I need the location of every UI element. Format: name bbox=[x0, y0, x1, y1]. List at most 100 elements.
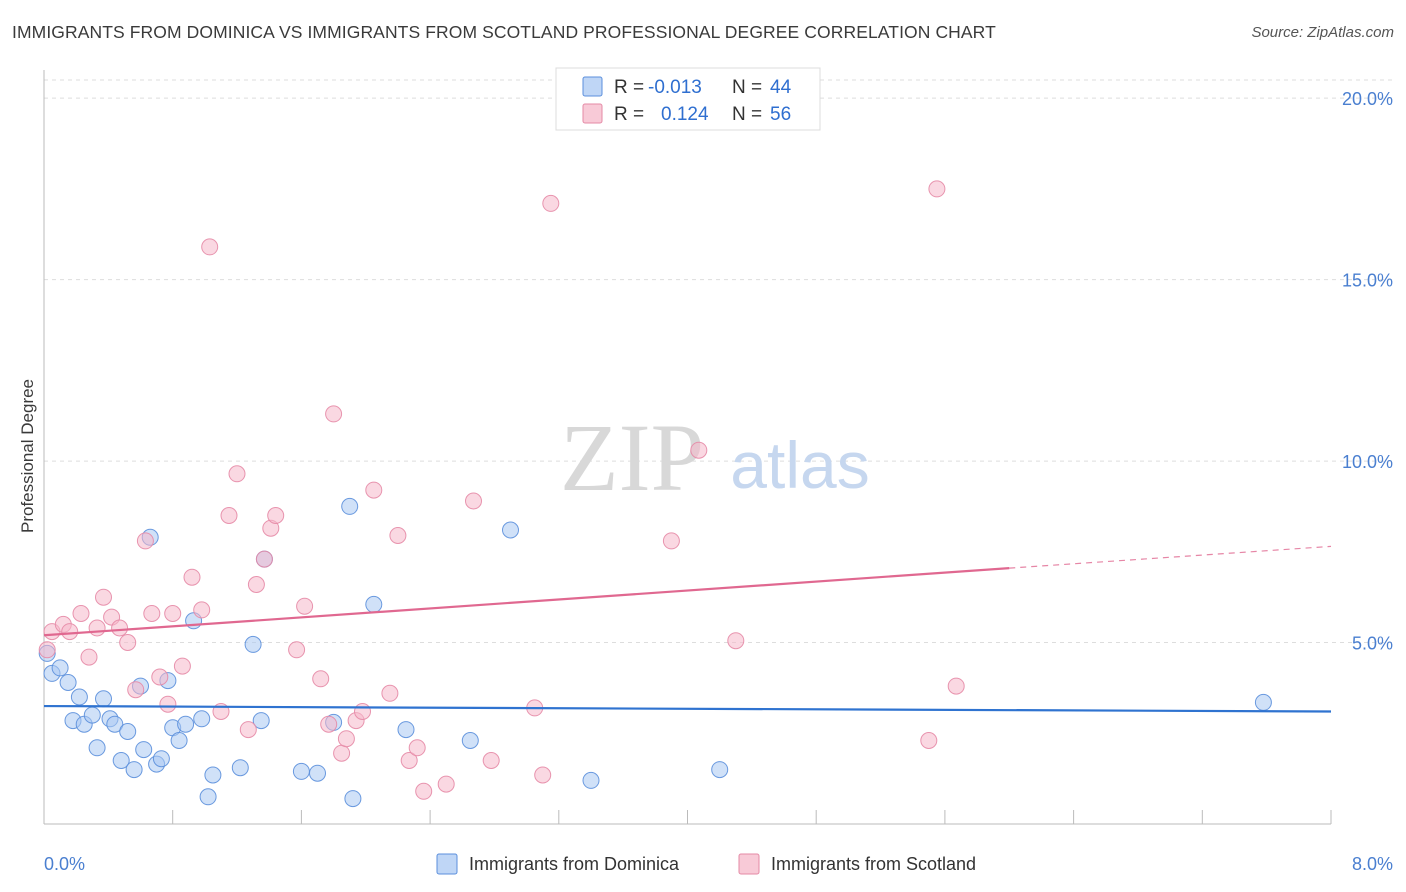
dominica-point bbox=[112, 752, 130, 769]
dominica-point bbox=[170, 732, 188, 749]
scotland-point bbox=[61, 623, 79, 641]
chart-title: IMMIGRANTS FROM DOMINICA VS IMMIGRANTS F… bbox=[12, 22, 996, 42]
scotland-point bbox=[136, 532, 154, 550]
scotland-point bbox=[72, 605, 90, 622]
scotland-point bbox=[662, 532, 680, 550]
dominica-point bbox=[582, 771, 600, 789]
scotland-point bbox=[482, 752, 500, 769]
scotland-point bbox=[111, 619, 129, 637]
legend-r-value: -0.013 bbox=[648, 77, 702, 98]
data-points bbox=[38, 180, 1272, 808]
y-tick-labels: 5.0% 10.0% 15.0% 20.0% bbox=[1342, 89, 1393, 653]
legend-n-label: N = bbox=[732, 104, 762, 125]
x-tick-label: 8.0% bbox=[1352, 854, 1393, 874]
scotland-point bbox=[228, 465, 246, 483]
y-tick-label: 15.0% bbox=[1342, 271, 1393, 291]
x-tick-labels: 0.0% 8.0% bbox=[44, 854, 1393, 874]
scotland-point bbox=[400, 752, 418, 769]
scotland-point bbox=[164, 605, 182, 622]
scotland-point bbox=[354, 703, 371, 720]
watermark-atlas: atlas bbox=[730, 428, 869, 502]
dominica-point bbox=[106, 715, 124, 733]
dominica-point bbox=[1254, 693, 1272, 711]
dominica-point bbox=[461, 732, 479, 749]
scotland-point bbox=[127, 681, 145, 699]
scotland-point bbox=[267, 507, 285, 524]
scotland-point bbox=[389, 527, 407, 544]
x-tick-label: 0.0% bbox=[44, 854, 85, 874]
scotland-point bbox=[201, 238, 219, 256]
dominica-point bbox=[152, 750, 170, 768]
dominica-point bbox=[292, 762, 310, 780]
scotland-trend-extension bbox=[1009, 545, 1332, 569]
scotland-point bbox=[159, 695, 177, 713]
scotland-point bbox=[542, 194, 560, 212]
scotland-point bbox=[312, 670, 330, 688]
dominica-point bbox=[204, 766, 222, 784]
dominica-point bbox=[199, 788, 217, 806]
scotland-point bbox=[415, 782, 433, 800]
y-tick-label: 20.0% bbox=[1342, 89, 1393, 109]
legend-swatch-dominica bbox=[582, 76, 603, 97]
dominica-point bbox=[502, 521, 519, 539]
dominica-point bbox=[95, 690, 112, 708]
legend-n-value: 56 bbox=[770, 104, 791, 125]
bottom-legend-swatch-dominica bbox=[436, 853, 458, 875]
dominica-point bbox=[309, 764, 326, 782]
dominica-point bbox=[341, 497, 359, 515]
y-tick-label: 5.0% bbox=[1352, 634, 1393, 654]
scotland-point bbox=[88, 619, 106, 637]
y-tick-label: 10.0% bbox=[1342, 452, 1393, 472]
trend-lines bbox=[43, 545, 1332, 713]
watermark-zip: ZIP bbox=[560, 404, 704, 511]
scotland-point bbox=[947, 677, 965, 695]
legend-swatch-scotland bbox=[582, 103, 603, 124]
dominica-point bbox=[135, 741, 153, 759]
scotland-point bbox=[320, 715, 338, 733]
bottom-legend-label-scotland: Immigrants from Scotland bbox=[771, 854, 976, 874]
legend-n-value: 44 bbox=[770, 77, 792, 98]
dominica-point bbox=[177, 715, 195, 733]
grid bbox=[44, 79, 1392, 644]
dominica-point bbox=[193, 710, 211, 728]
legend-n-label: N = bbox=[732, 77, 762, 98]
watermark: ZIP atlas bbox=[560, 404, 870, 511]
scotland-point bbox=[920, 732, 938, 749]
scotland-point bbox=[465, 492, 482, 510]
scotland-point bbox=[80, 648, 98, 666]
scotland-point bbox=[534, 766, 552, 784]
legend-r-value: 0.124 bbox=[661, 104, 709, 125]
scotland-point bbox=[381, 684, 399, 702]
scotland-point bbox=[296, 597, 314, 615]
scotland-point bbox=[690, 441, 708, 459]
dominica-point bbox=[344, 790, 362, 808]
scotland-point bbox=[119, 634, 137, 651]
legend: R = -0.013 N = 44 R = 0.124 N = 56 bbox=[555, 67, 821, 131]
chart-source: Source: ZipAtlas.com bbox=[1251, 24, 1394, 41]
dominica-point bbox=[125, 761, 143, 779]
dominica-point bbox=[397, 721, 415, 739]
scotland-trend-line bbox=[43, 567, 1010, 637]
scotland-point bbox=[408, 739, 426, 757]
scotland-point bbox=[143, 605, 161, 622]
scotland-point bbox=[337, 730, 355, 748]
scotland-point bbox=[173, 657, 191, 675]
scotland-point bbox=[183, 568, 201, 586]
scotland-point bbox=[239, 721, 257, 739]
dominica-point bbox=[88, 739, 106, 757]
scotland-point bbox=[333, 744, 351, 762]
dominica-point bbox=[231, 759, 249, 777]
scotland-point bbox=[928, 180, 946, 198]
dominica-point bbox=[252, 712, 270, 730]
scotland-point bbox=[288, 641, 306, 659]
scotland-point bbox=[151, 668, 169, 686]
bottom-legend-label-dominica: Immigrants from Dominica bbox=[469, 854, 680, 874]
scotland-point bbox=[365, 481, 383, 499]
scotland-point bbox=[727, 632, 745, 650]
bottom-legend: Immigrants from Dominica Immigrants from… bbox=[436, 853, 976, 875]
bottom-legend-swatch-scotland bbox=[738, 853, 760, 875]
dominica-trend-line bbox=[43, 704, 1332, 713]
dominica-point bbox=[83, 706, 101, 724]
dominica-point bbox=[711, 761, 729, 779]
scotland-point bbox=[437, 775, 455, 793]
